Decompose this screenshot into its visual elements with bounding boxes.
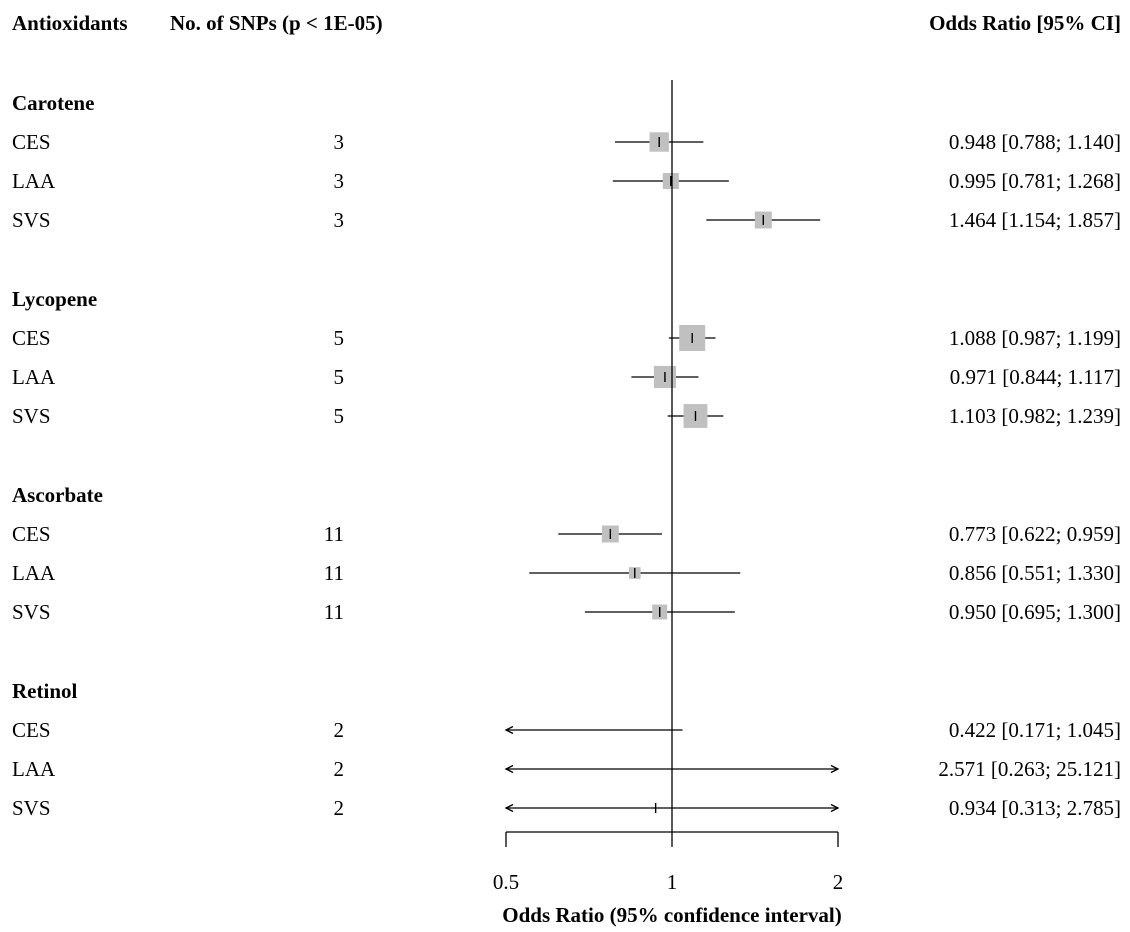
row-label-ascorbate-laa: LAA xyxy=(12,561,56,585)
ci-arrow-left-retinol-laa xyxy=(504,764,514,774)
header-antioxidants: Antioxidants xyxy=(12,11,128,35)
ci-arrow-right-retinol-svs xyxy=(830,803,840,813)
snp-count-retinol-svs: 2 xyxy=(334,796,345,820)
or-text-carotene-laa: 0.995 [0.781; 1.268] xyxy=(949,169,1121,193)
x-axis-label: Odds Ratio (95% confidence interval) xyxy=(502,903,841,927)
forest-rows: Carotene CES 3 0.948 [0.788; 1.140] LAA 3 0.99… xyxy=(12,91,1121,820)
group-label-ascorbate: Ascorbate xyxy=(12,483,103,507)
header-odds-ratio: Odds Ratio [95% CI] xyxy=(929,11,1121,35)
header-snp-count: No. of SNPs (p < 1E-05) xyxy=(170,11,383,35)
x-tick-label-1: 1 xyxy=(667,870,678,894)
or-text-ascorbate-svs: 0.950 [0.695; 1.300] xyxy=(949,600,1121,624)
row-label-carotene-laa: LAA xyxy=(12,169,56,193)
snp-count-carotene-svs: 3 xyxy=(334,208,345,232)
or-text-carotene-ces: 0.948 [0.788; 1.140] xyxy=(949,130,1121,154)
row-label-retinol-laa: LAA xyxy=(12,757,56,781)
or-text-lycopene-svs: 1.103 [0.982; 1.239] xyxy=(949,404,1121,428)
or-text-retinol-svs: 0.934 [0.313; 2.785] xyxy=(949,796,1121,820)
snp-count-retinol-ces: 2 xyxy=(334,718,345,742)
snp-count-retinol-laa: 2 xyxy=(334,757,345,781)
row-label-lycopene-laa: LAA xyxy=(12,365,56,389)
row-label-retinol-ces: CES xyxy=(12,718,51,742)
or-text-retinol-laa: 2.571 [0.263; 25.121] xyxy=(938,757,1121,781)
x-axis: 0.5 1 2 xyxy=(493,80,843,894)
or-text-carotene-svs: 1.464 [1.154; 1.857] xyxy=(949,208,1121,232)
snp-count-ascorbate-ces: 11 xyxy=(324,522,344,546)
or-text-lycopene-laa: 0.971 [0.844; 1.117] xyxy=(950,365,1121,389)
row-label-retinol-svs: SVS xyxy=(12,796,51,820)
x-tick-label-2: 2 xyxy=(833,870,844,894)
row-label-lycopene-svs: SVS xyxy=(12,404,51,428)
row-label-ascorbate-svs: SVS xyxy=(12,600,51,624)
or-text-ascorbate-ces: 0.773 [0.622; 0.959] xyxy=(949,522,1121,546)
snp-count-lycopene-laa: 5 xyxy=(334,365,345,389)
ci-arrow-left-retinol-ces xyxy=(504,725,514,735)
group-label-retinol: Retinol xyxy=(12,679,77,703)
or-text-retinol-ces: 0.422 [0.171; 1.045] xyxy=(949,718,1121,742)
ci-arrow-left-retinol-svs xyxy=(504,803,514,813)
snp-count-lycopene-ces: 5 xyxy=(334,326,345,350)
snp-count-lycopene-svs: 5 xyxy=(334,404,345,428)
x-tick-label-0.5: 0.5 xyxy=(493,870,519,894)
or-text-ascorbate-laa: 0.856 [0.551; 1.330] xyxy=(949,561,1121,585)
ci-arrow-right-retinol-laa xyxy=(830,764,840,774)
row-label-lycopene-ces: CES xyxy=(12,326,51,350)
or-text-lycopene-ces: 1.088 [0.987; 1.199] xyxy=(949,326,1121,350)
group-label-lycopene: Lycopene xyxy=(12,287,97,311)
group-label-carotene: Carotene xyxy=(12,91,94,115)
row-label-carotene-svs: SVS xyxy=(12,208,51,232)
snp-count-ascorbate-laa: 11 xyxy=(324,561,344,585)
snp-count-carotene-ces: 3 xyxy=(334,130,345,154)
row-label-ascorbate-ces: CES xyxy=(12,522,51,546)
snp-count-carotene-laa: 3 xyxy=(334,169,345,193)
row-label-carotene-ces: CES xyxy=(12,130,51,154)
snp-count-ascorbate-svs: 11 xyxy=(324,600,344,624)
